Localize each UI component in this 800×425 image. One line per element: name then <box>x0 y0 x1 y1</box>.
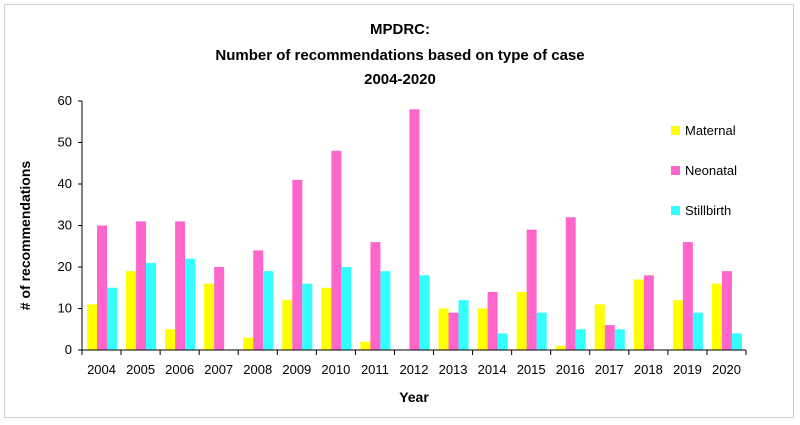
x-tick-label: 2014 <box>478 362 507 377</box>
bar-maternal-2018 <box>633 279 644 350</box>
bar-stillbirth-2005 <box>146 262 157 350</box>
bar-neonatal-2017 <box>604 325 615 350</box>
bar-maternal-2020 <box>711 283 722 350</box>
chart-title-line-3: 2004-2020 <box>364 71 436 88</box>
bar-stillbirth-2014 <box>497 333 508 350</box>
bar-stillbirth-2019 <box>692 312 703 350</box>
bar-stillbirth-2012 <box>419 275 430 350</box>
x-tick-label: 2017 <box>595 362 624 377</box>
bar-stillbirth-2020 <box>731 333 742 350</box>
x-tick-label: 2007 <box>204 362 233 377</box>
legend-label-neonatal: Neonatal <box>685 163 737 178</box>
x-tick-label: 2012 <box>400 362 429 377</box>
bar-stillbirth-2017 <box>614 329 625 350</box>
y-tick-label: 60 <box>58 93 72 108</box>
bar-neonatal-2018 <box>643 275 654 350</box>
bar-maternal-2006 <box>165 329 176 350</box>
bar-maternal-2009 <box>282 300 293 350</box>
bar-stillbirth-2008 <box>263 271 274 350</box>
bar-neonatal-2004 <box>97 225 107 350</box>
bar-maternal-2013 <box>438 308 449 350</box>
bar-maternal-2010 <box>321 287 332 350</box>
bar-neonatal-2011 <box>370 242 381 350</box>
legend-swatch-maternal <box>671 126 680 135</box>
x-tick-label: 2009 <box>282 362 311 377</box>
x-axis-title: Year <box>399 389 429 405</box>
bar-neonatal-2005 <box>136 221 147 350</box>
bar-maternal-2015 <box>516 291 527 350</box>
legend-label-stillbirth: Stillbirth <box>685 203 731 218</box>
bar-neonatal-2014 <box>487 291 498 350</box>
bar-stillbirth-2009 <box>302 283 313 350</box>
x-tick-label: 2019 <box>673 362 702 377</box>
bar-neonatal-2019 <box>682 242 693 350</box>
y-tick-label: 0 <box>65 342 72 357</box>
bar-neonatal-2020 <box>721 271 732 350</box>
bar-stillbirth-2011 <box>380 271 391 350</box>
x-tick-label: 2005 <box>126 362 155 377</box>
bar-maternal-2017 <box>594 304 605 350</box>
x-tick-label: 2004 <box>87 362 116 377</box>
x-tick-label: 2016 <box>556 362 585 377</box>
bar-neonatal-2015 <box>526 229 537 350</box>
x-tick-label: 2015 <box>517 362 546 377</box>
x-tick-label: 2006 <box>165 362 194 377</box>
bar-maternal-2016 <box>555 345 566 350</box>
x-tick-label: 2011 <box>361 362 389 377</box>
chart-title-line-1: MPDRC: <box>370 21 430 38</box>
bars-layer <box>87 109 742 350</box>
bar-maternal-2019 <box>672 300 683 350</box>
y-tick-label: 10 <box>58 301 72 316</box>
bar-neonatal-2008 <box>253 250 264 350</box>
x-tick-label: 2010 <box>321 362 350 377</box>
x-tick-label: 2013 <box>439 362 468 377</box>
bar-maternal-2011 <box>360 341 371 350</box>
bar-neonatal-2012 <box>409 109 420 350</box>
bar-neonatal-2009 <box>292 179 303 350</box>
x-tick-label: 2018 <box>634 362 663 377</box>
bar-neonatal-2010 <box>331 150 342 350</box>
bar-neonatal-2016 <box>565 217 576 350</box>
y-tick-label: 30 <box>58 218 72 233</box>
legend: Maternal Neonatal Stillbirth <box>671 123 737 218</box>
bar-stillbirth-2010 <box>341 267 352 350</box>
bar-maternal-2014 <box>477 308 488 350</box>
legend-label-maternal: Maternal <box>685 123 736 138</box>
bar-maternal-2007 <box>204 283 215 350</box>
bar-stillbirth-2004 <box>107 287 117 350</box>
bar-stillbirth-2015 <box>536 312 547 350</box>
chart-title-line-2: Number of recommendations based on type … <box>215 47 585 64</box>
legend-swatch-stillbirth <box>671 206 680 215</box>
bar-maternal-2008 <box>243 337 254 350</box>
bar-stillbirth-2016 <box>575 329 586 350</box>
y-tick-label: 50 <box>58 135 72 150</box>
axes-layer: 0 10 20 30 40 50 60 2004 2005 2006 2007 2008 2009 201… <box>58 93 747 377</box>
legend-swatch-neonatal <box>671 166 680 175</box>
x-tick-label: 2020 <box>712 362 741 377</box>
y-tick-label: 40 <box>58 176 72 191</box>
x-tick-label: 2008 <box>243 362 272 377</box>
bar-neonatal-2007 <box>214 267 225 350</box>
y-tick-label: 20 <box>58 259 72 274</box>
bar-neonatal-2013 <box>448 312 459 350</box>
bar-maternal-2005 <box>126 271 137 350</box>
y-axis-title: # of recommendations <box>17 161 33 311</box>
bar-stillbirth-2013 <box>458 300 469 350</box>
bar-stillbirth-2006 <box>185 258 196 350</box>
bar-maternal-2004 <box>87 304 97 350</box>
bar-neonatal-2006 <box>175 221 186 350</box>
